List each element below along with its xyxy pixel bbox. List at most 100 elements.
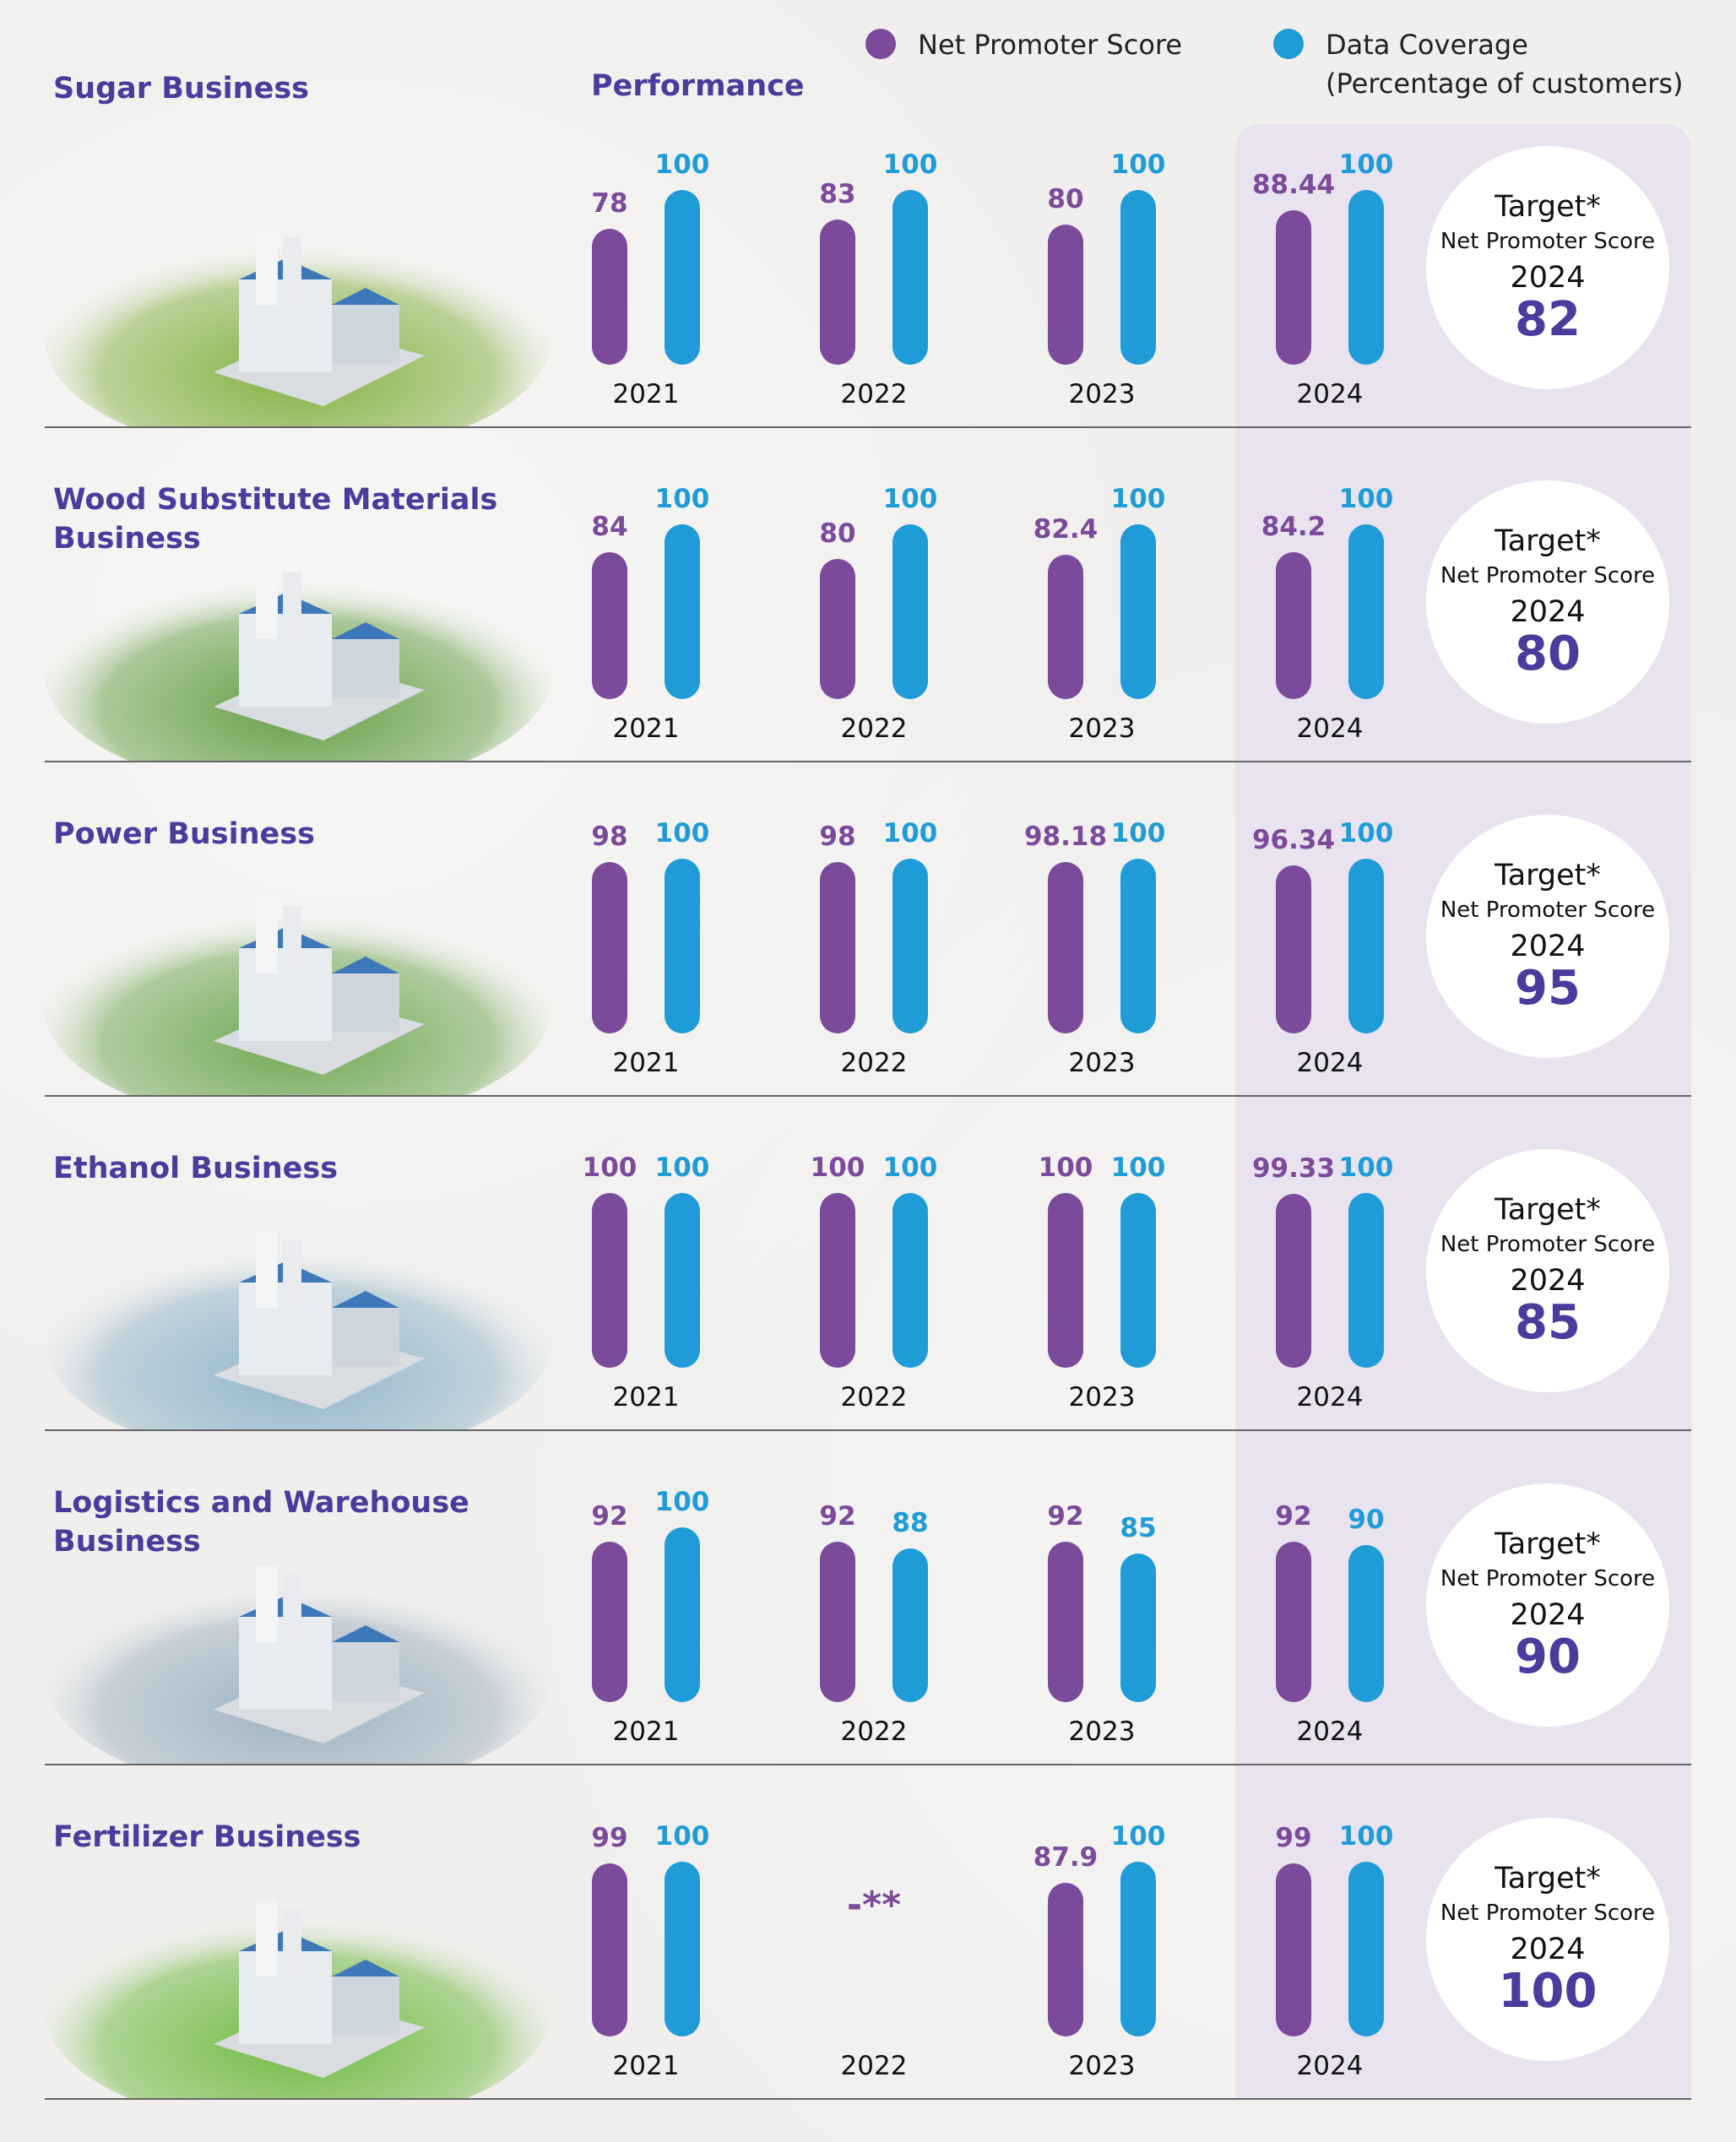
- coverage-value-label: 100: [1338, 484, 1394, 514]
- year-label: 2023: [1068, 379, 1136, 409]
- nps-value-label: 84: [591, 512, 628, 543]
- nps-value-label: 98: [819, 822, 856, 853]
- year-label: 2022: [840, 1716, 908, 1747]
- coverage-value-label: 90: [1348, 1504, 1385, 1535]
- coverage-value-label: 100: [1110, 149, 1166, 180]
- year-label: 2022: [840, 1048, 908, 1078]
- legend-dot-blue-icon: [1273, 29, 1304, 59]
- nps-value-label: 98: [591, 822, 628, 853]
- coverage-bar: [665, 1527, 700, 1702]
- target-title: Target*: [1495, 1862, 1601, 1895]
- target-circle: Target* Net Promoter Score 2024 85: [1426, 1149, 1669, 1392]
- business-illustration: [45, 178, 551, 457]
- coverage-bar: [892, 859, 928, 1033]
- coverage-bar: [892, 524, 928, 699]
- year-label: 2024: [1296, 1382, 1364, 1413]
- coverage-value-label: 100: [1338, 1152, 1394, 1183]
- nps-value-label: 100: [810, 1152, 865, 1183]
- year-label: 2024: [1296, 1048, 1364, 1078]
- coverage-bar: [1348, 1193, 1384, 1368]
- target-metric: Net Promoter Score: [1440, 229, 1656, 254]
- target-year: 2024: [1510, 930, 1586, 963]
- business-title: Fertilizer Business: [53, 1820, 361, 1854]
- nps-bar: [592, 1863, 627, 2036]
- target-title: Target*: [1495, 190, 1601, 224]
- nps-value-label: 92: [1047, 1500, 1084, 1532]
- coverage-value-label: 100: [882, 484, 938, 514]
- target-metric: Net Promoter Score: [1440, 1566, 1656, 1592]
- year-label: 2021: [612, 1382, 680, 1413]
- coverage-value-label: 100: [1338, 818, 1394, 849]
- business-title: Ethanol Business: [53, 1152, 339, 1185]
- nps-value-label: 99.33: [1251, 1153, 1336, 1185]
- target-circle: Target* Net Promoter Score 2024 82: [1426, 146, 1669, 389]
- business-title: Sugar Business: [53, 72, 309, 106]
- nps-value-label: 99: [591, 1823, 628, 1854]
- target-title: Target*: [1495, 1527, 1601, 1561]
- target-title: Target*: [1495, 524, 1601, 558]
- nps-value-label: 96.34: [1251, 824, 1336, 855]
- coverage-value-label: 88: [892, 1507, 929, 1538]
- coverage-bar: [1348, 1544, 1384, 1702]
- year-label: 2022: [840, 1382, 908, 1413]
- nps-value-label: 82.4: [1033, 514, 1099, 545]
- coverage-bar: [1348, 859, 1384, 1033]
- target-year: 2024: [1510, 595, 1586, 629]
- legend-label: Data Coverage: [1326, 29, 1528, 61]
- nps-bar: [592, 228, 627, 365]
- nps-not-available: -**: [846, 1884, 902, 1927]
- performance-heading: Performance: [591, 69, 805, 103]
- business-title: Power Business: [53, 817, 315, 851]
- business-illustration: [45, 512, 551, 791]
- coverage-bar: [665, 1193, 700, 1368]
- nps-bar: [592, 552, 627, 699]
- target-value: 100: [1498, 1964, 1598, 2019]
- business-illustration: [45, 1516, 551, 1794]
- year-label: 2021: [612, 1048, 680, 1078]
- nps-bar: [1048, 1541, 1083, 1702]
- row-divider: [45, 761, 1691, 762]
- nps-bar: [592, 1193, 627, 1368]
- row-divider: [45, 426, 1691, 428]
- coverage-bar: [892, 1193, 928, 1368]
- nps-bar: [1276, 1863, 1311, 2036]
- business-row: Power Business 98 100 2021 98 100 2022 98.18 100…: [0, 762, 1736, 1125]
- business-row: Fertilizer Business 99 100 2021 -** 2022 87.9 1…: [0, 1765, 1736, 2128]
- nps-value-label: 92: [591, 1500, 628, 1532]
- coverage-value-label: 100: [1338, 1821, 1394, 1852]
- nps-bar: [1276, 209, 1311, 365]
- row-divider: [45, 1095, 1691, 1097]
- year-label: 2024: [1296, 713, 1364, 744]
- coverage-bar: [1120, 1193, 1156, 1368]
- target-circle: Target* Net Promoter Score 2024 80: [1426, 480, 1669, 724]
- year-label: 2024: [1296, 2051, 1364, 2081]
- target-value: 90: [1515, 1630, 1581, 1684]
- nps-value-label: 92: [1275, 1500, 1312, 1532]
- business-illustration: [45, 1181, 551, 1460]
- nps-value-label: 100: [582, 1152, 637, 1183]
- nps-bar: [1048, 861, 1083, 1033]
- coverage-bar: [665, 524, 700, 699]
- nps-bar: [820, 220, 855, 365]
- coverage-value-label: 100: [654, 1487, 710, 1517]
- nps-bar: [1048, 555, 1083, 699]
- target-value: 85: [1515, 1295, 1581, 1350]
- year-label: 2021: [612, 379, 680, 409]
- coverage-bar: [1120, 1554, 1156, 1702]
- row-divider: [45, 2098, 1691, 2100]
- target-metric: Net Promoter Score: [1440, 563, 1656, 588]
- legend-label: Net Promoter Score: [918, 29, 1183, 61]
- coverage-value-label: 85: [1120, 1513, 1157, 1544]
- nps-bar: [1276, 865, 1311, 1033]
- business-row: Ethanol Business 100 100 2021 100 100 2022 100 1…: [0, 1097, 1736, 1460]
- year-label: 2022: [840, 379, 908, 409]
- coverage-bar: [1348, 190, 1384, 365]
- target-year: 2024: [1510, 1264, 1586, 1298]
- target-metric: Net Promoter Score: [1440, 1901, 1656, 1926]
- coverage-bar: [665, 190, 700, 365]
- coverage-value-label: 100: [654, 818, 710, 849]
- coverage-bar: [1120, 859, 1156, 1033]
- nps-value-label: 80: [819, 518, 856, 550]
- year-label: 2023: [1068, 1382, 1136, 1413]
- nps-bar: [1048, 225, 1083, 365]
